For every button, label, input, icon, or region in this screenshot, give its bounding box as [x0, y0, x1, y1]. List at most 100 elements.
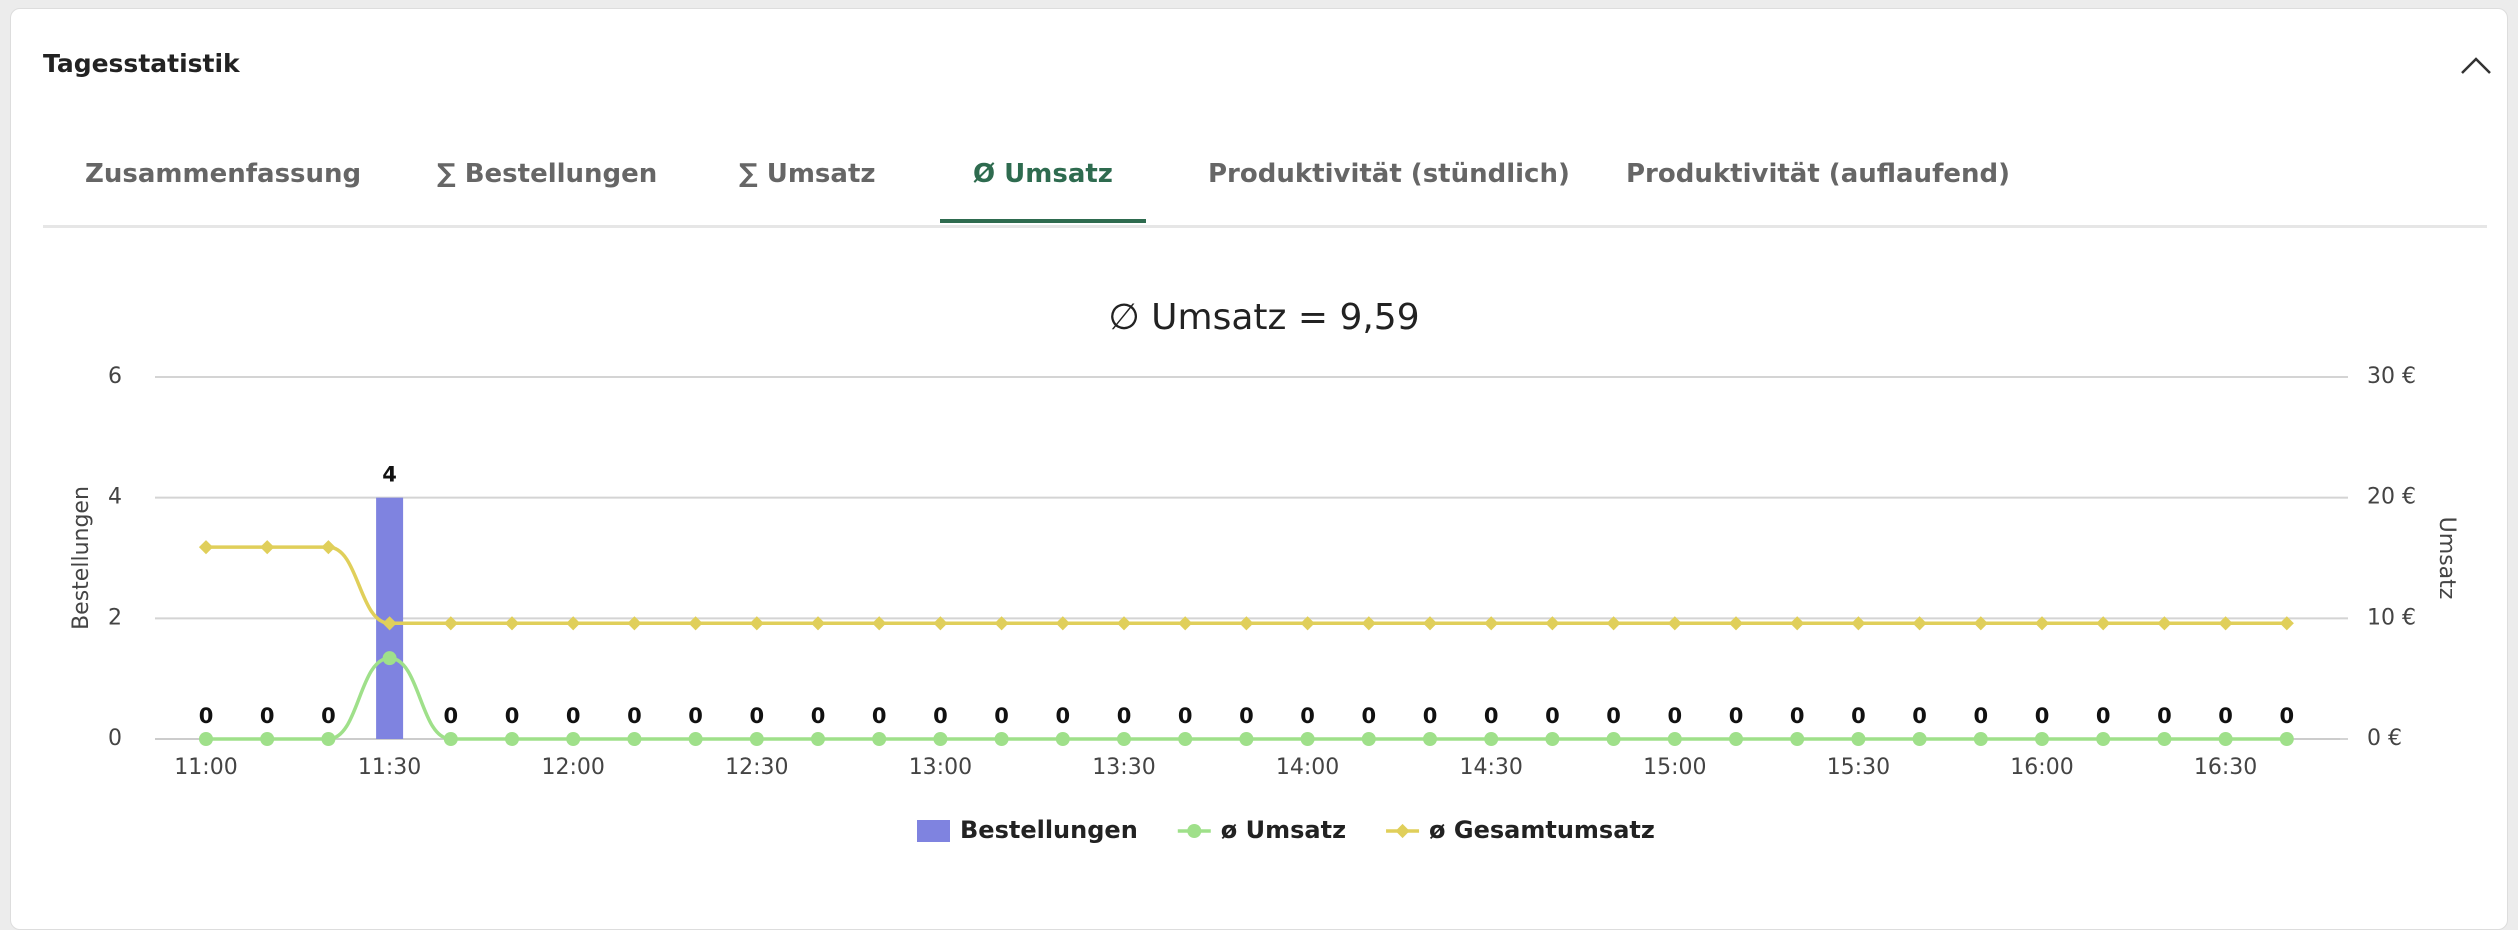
line [205, 545, 2287, 626]
point [1545, 732, 1560, 746]
data-label: 0 [2096, 704, 2111, 728]
point [1912, 732, 1927, 746]
data-label: 0 [627, 704, 642, 728]
data-label: 4 [382, 463, 397, 487]
active-tab-underline [940, 219, 1146, 223]
data-label: 0 [199, 704, 214, 728]
data-label: 0 [811, 704, 826, 728]
point [627, 732, 642, 746]
collapse-button[interactable] [2456, 51, 2496, 81]
point [2096, 732, 2111, 746]
point [749, 616, 764, 631]
tab[interactable]: Zusammenfassung [85, 159, 362, 189]
stats-card: Tagesstatistik Zusammenfassung ∑ Bestellu… [10, 8, 2508, 930]
tab[interactable]: ∑ Umsatz [739, 159, 876, 189]
point [688, 732, 703, 746]
tab[interactable]: Ø Umsatz [973, 159, 1113, 189]
point [566, 616, 581, 631]
data-label: 0 [1851, 704, 1866, 728]
point [1300, 616, 1315, 631]
point [1912, 616, 1927, 631]
point [872, 616, 887, 631]
x-tick-label: 11:00 [174, 755, 237, 780]
point [382, 616, 397, 631]
point [811, 732, 825, 746]
point [505, 732, 519, 746]
point [198, 540, 214, 555]
data-label: 0 [2035, 704, 2050, 728]
data-label: 0 [1423, 704, 1438, 728]
data-label: 0 [1729, 704, 1744, 728]
point [1422, 616, 1438, 631]
data-label: 0 [1667, 704, 1682, 728]
y2-axis-title: Umsatz [2434, 517, 2459, 600]
x-tick-label: 14:00 [1276, 755, 1339, 780]
point [566, 732, 581, 746]
point [1239, 616, 1254, 631]
point [872, 732, 887, 746]
data-label: 0 [1055, 704, 1070, 728]
point [199, 732, 213, 746]
tab-bar: Zusammenfassung ∑ Bestellungen ∑ Umsatz Ø U… [43, 129, 2487, 228]
point [2279, 732, 2294, 746]
data-label: 0 [1361, 704, 1376, 728]
y2-tick-label: 30 € [2367, 364, 2416, 389]
x-tick-label: 16:00 [2010, 755, 2073, 780]
data-label: 0 [505, 704, 520, 728]
data-label: 0 [688, 704, 703, 728]
point [1667, 616, 1682, 631]
data-label: 0 [260, 704, 275, 728]
point [1790, 732, 1805, 746]
data-label: 0 [1973, 704, 1988, 728]
point [1606, 616, 1621, 631]
point [1667, 732, 1682, 746]
point [1239, 732, 1254, 746]
y-axis-title: Bestellungen [69, 486, 94, 630]
x-tick-label: 12:00 [541, 755, 604, 780]
point [443, 732, 458, 746]
x-tick-label: 16:30 [2194, 755, 2257, 780]
legend-label: ø Gesamtumsatz [1429, 816, 1655, 844]
x-tick-label: 14:30 [1459, 755, 1522, 780]
y-tick-label: 6 [108, 364, 122, 389]
x-tick-label: 13:00 [909, 755, 972, 780]
tab[interactable]: ∑ Bestellungen [437, 159, 658, 189]
data-label: 0 [1912, 704, 1927, 728]
chart: ∅ Umsatz = 9,59 Bestellungen Umsatz 0 2 4 6… [69, 297, 2459, 844]
point [321, 540, 336, 555]
point [1300, 732, 1315, 746]
data-label: 0 [749, 704, 764, 728]
point [1116, 616, 1132, 631]
data-label: 0 [933, 704, 948, 728]
tab[interactable]: Produktivität (stündlich) [1208, 159, 1570, 189]
point [1484, 616, 1499, 631]
point [2157, 732, 2172, 746]
data-label: 0 [2218, 704, 2233, 728]
y2-tick-label: 0 € [2367, 726, 2402, 751]
data-label: 0 [1117, 704, 1132, 728]
legend-label: Bestellungen [960, 816, 1138, 844]
point [1055, 616, 1070, 631]
data-label: 0 [1545, 704, 1560, 728]
point [2218, 732, 2233, 746]
tab[interactable]: Produktivität (auflaufend) [1626, 159, 2011, 189]
x-tick-label: 11:30 [358, 755, 421, 780]
point [1178, 732, 1193, 746]
data-label: 0 [321, 704, 336, 728]
x-tick-label: 12:30 [725, 755, 788, 780]
point [1055, 732, 1070, 746]
point [933, 616, 948, 631]
point [1423, 732, 1437, 746]
data-label: 0 [2157, 704, 2172, 728]
legend-label: ø Umsatz [1221, 816, 1346, 844]
data-label: 0 [2279, 704, 2294, 728]
data-label: 0 [1484, 704, 1499, 728]
y-tick-label: 2 [108, 605, 122, 630]
point [688, 616, 703, 631]
data-label: 0 [1790, 704, 1805, 728]
data-label: 0 [1239, 704, 1254, 728]
point [1851, 732, 1866, 746]
point [1728, 616, 1744, 631]
x-tick-label: 15:30 [1827, 755, 1890, 780]
point [2034, 616, 2050, 631]
